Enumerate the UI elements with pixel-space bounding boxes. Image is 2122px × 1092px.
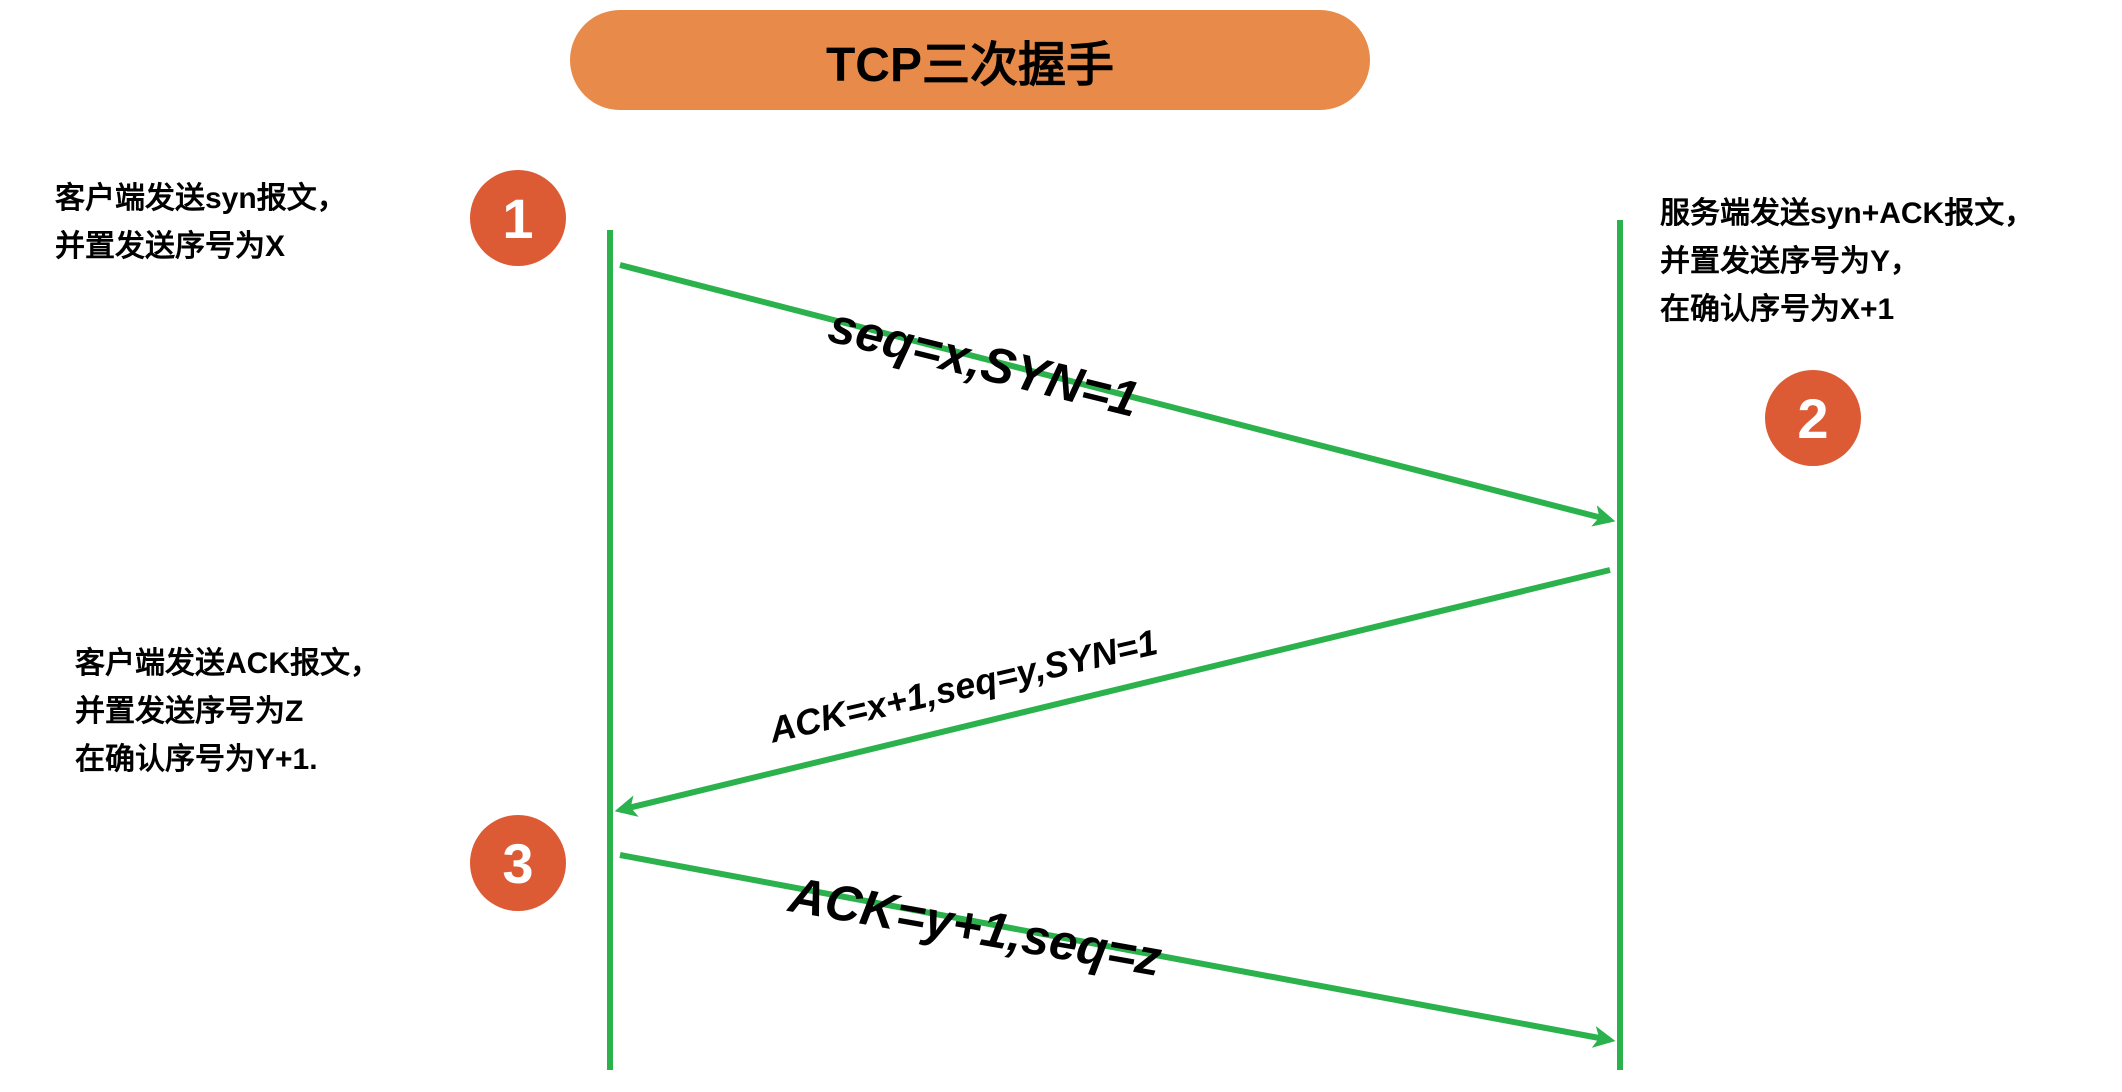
arrow-2-synack xyxy=(620,570,1610,810)
